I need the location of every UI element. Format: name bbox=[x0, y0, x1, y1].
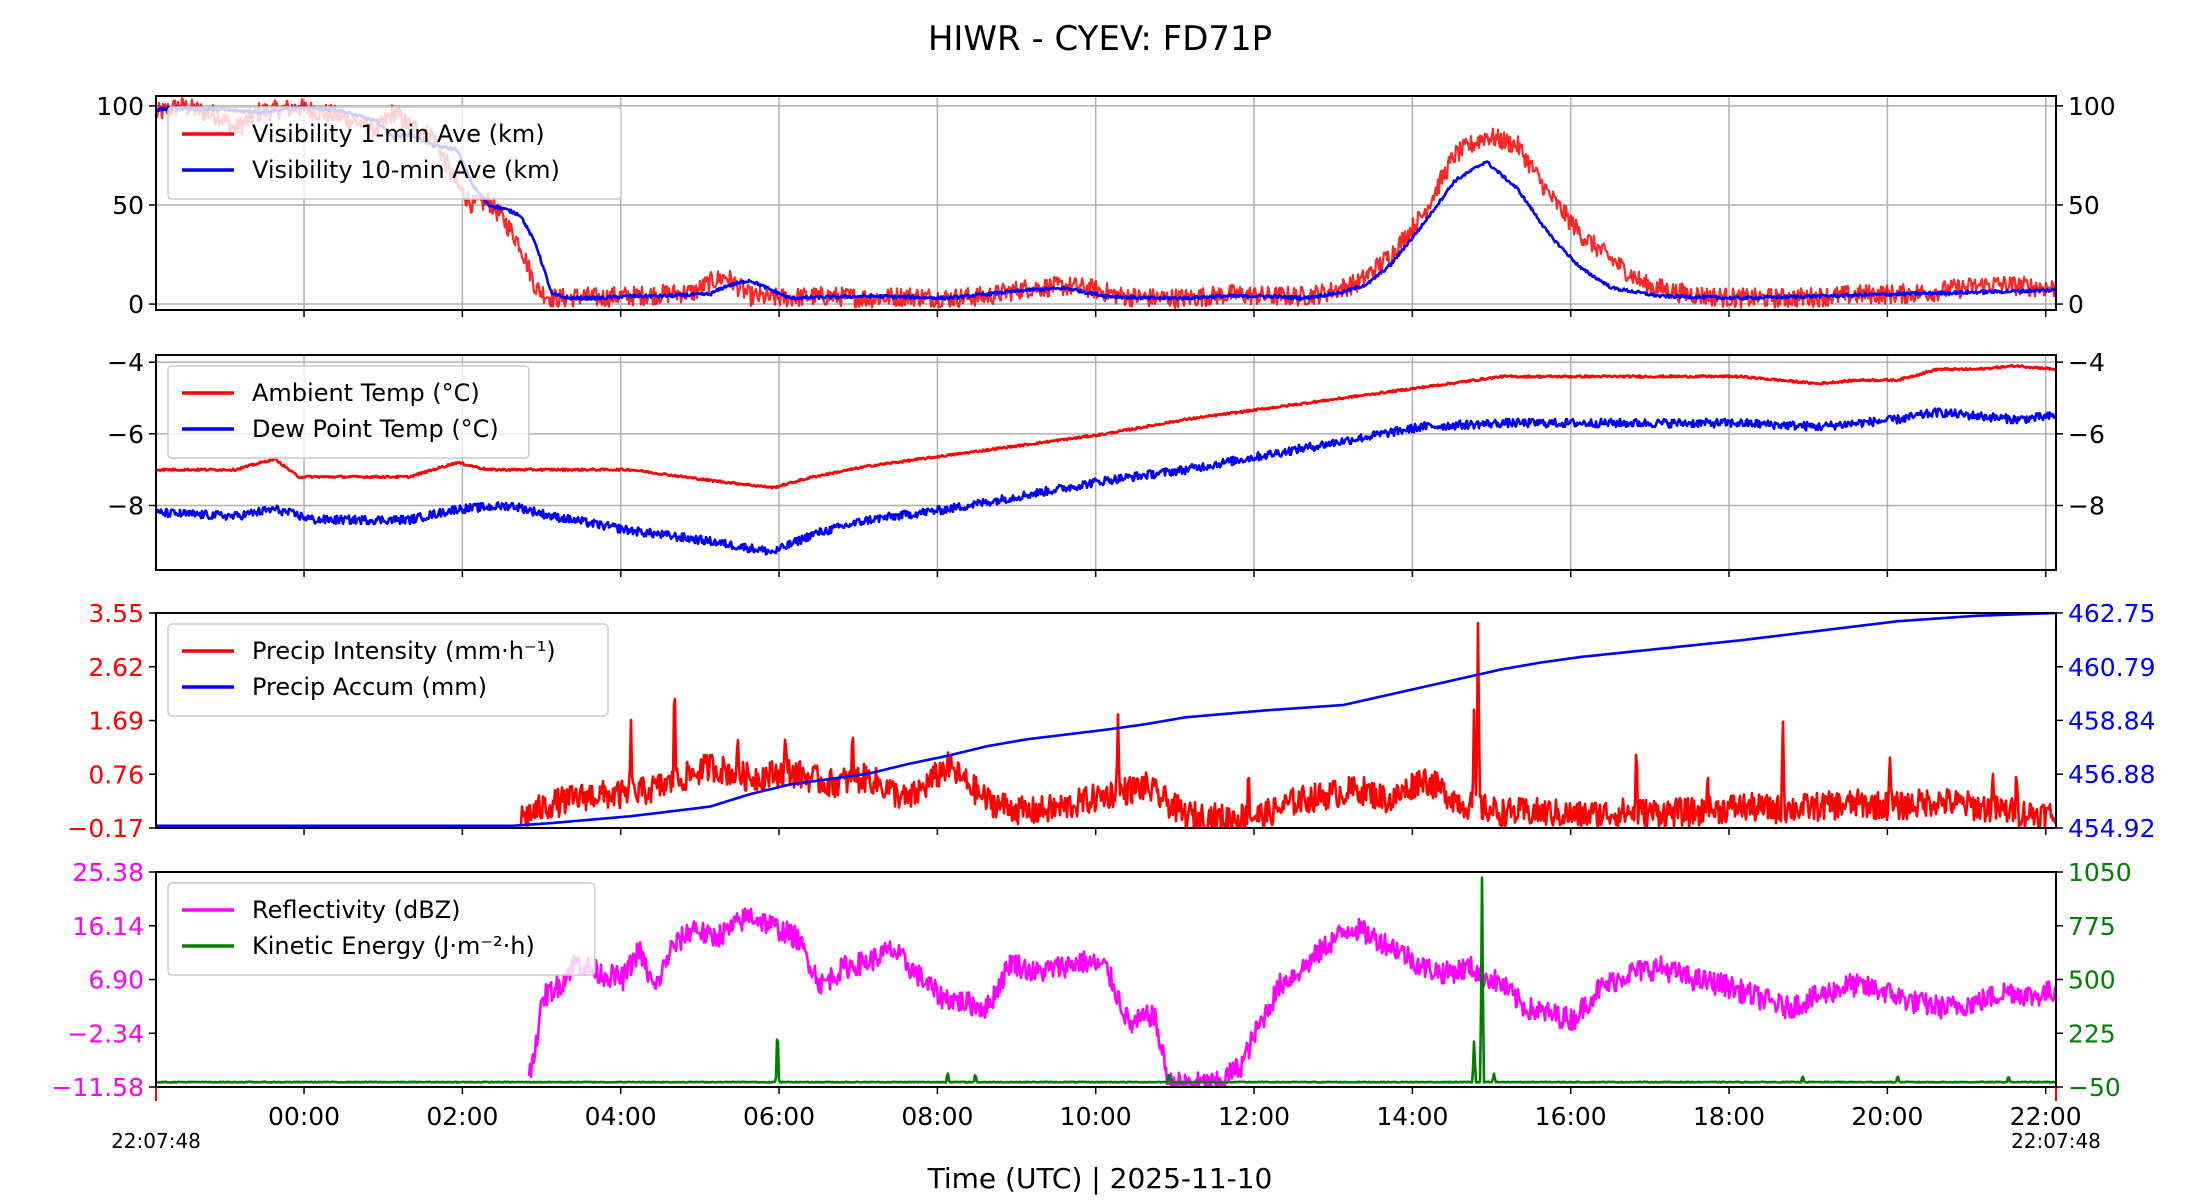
legend-box bbox=[167, 882, 596, 976]
series-line-temperature-0 bbox=[156, 363, 2056, 490]
panel-reflectivity: 00:00 02:00 04:00 06:00 08:00 10:00 12:00 14:00… bbox=[51, 858, 2131, 1131]
y-tick-label-left: 0.76 bbox=[88, 760, 144, 789]
legend-label: Kinetic Energy (J·m⁻²·h) bbox=[252, 932, 535, 960]
y-tick-label-left: 50 bbox=[112, 191, 144, 220]
x-tick-label: 22:00 bbox=[2010, 1102, 2082, 1131]
y-tick-label-left: −11.58 bbox=[51, 1073, 144, 1102]
series-line-temperature-1 bbox=[156, 407, 2056, 556]
y-tick-label-left: 100 bbox=[96, 92, 144, 121]
y-tick-label-right: 500 bbox=[2068, 966, 2116, 995]
legend-label: Reflectivity (dBZ) bbox=[252, 896, 461, 924]
series-line-precipitation-0 bbox=[519, 621, 2056, 828]
legend-box bbox=[167, 365, 530, 459]
y-tick-label-left: −4 bbox=[107, 348, 144, 377]
y-tick-label-right: 225 bbox=[2068, 1019, 2116, 1048]
y-tick-label-left: 0 bbox=[128, 290, 144, 319]
figure-title: HIWR - CYEV: FD71P bbox=[928, 19, 1272, 59]
legend-box bbox=[167, 623, 609, 717]
y-tick-label-right: 1050 bbox=[2068, 858, 2132, 887]
y-tick-label-right: −50 bbox=[2068, 1073, 2121, 1102]
x-tick-label: 04:00 bbox=[585, 1102, 657, 1131]
legend: Precip Intensity (mm·h⁻¹) Precip Accum (m… bbox=[167, 623, 609, 717]
y-tick-label-right: 775 bbox=[2068, 912, 2116, 941]
x-tick-label: 06:00 bbox=[743, 1102, 815, 1131]
series-line-reflectivity-0 bbox=[527, 907, 2056, 1087]
x-tick-label: 02:00 bbox=[426, 1102, 498, 1131]
series-group bbox=[156, 613, 2056, 828]
panel-precipitation: −0.17 0.76 1.69 2.62 3.55 454.92 456.88 458.84 4… bbox=[67, 599, 2155, 843]
y-tick-label-left: −8 bbox=[107, 492, 144, 521]
y-tick-label-right: 454.92 bbox=[2068, 814, 2155, 843]
series-line-precipitation-1 bbox=[156, 613, 2056, 828]
legend-label: Ambient Temp (°C) bbox=[252, 379, 480, 407]
x-tick-label: 18:00 bbox=[1693, 1102, 1765, 1131]
series-group bbox=[156, 876, 2056, 1087]
y-tick-label-left: −2.34 bbox=[67, 1019, 144, 1048]
y-tick-label-right: 462.75 bbox=[2068, 599, 2155, 628]
legend: Reflectivity (dBZ) Kinetic Energy (J·m⁻²·… bbox=[167, 882, 596, 976]
x-tick-label: 16:00 bbox=[1535, 1102, 1607, 1131]
legend-label: Precip Intensity (mm·h⁻¹) bbox=[252, 637, 556, 665]
x-axis-label: Time (UTC) | 2025-11-10 bbox=[927, 1162, 1273, 1195]
x-tick-label: 14:00 bbox=[1376, 1102, 1448, 1131]
x-end-label: 22:07:48 bbox=[2011, 1129, 2101, 1153]
y-tick-label-left: 1.69 bbox=[88, 707, 144, 736]
legend-box bbox=[167, 106, 622, 200]
legend: Visibility 1-min Ave (km) Visibility 10-m… bbox=[167, 106, 622, 200]
axes-frame bbox=[155, 95, 2057, 311]
y-tick-label-left: 3.55 bbox=[88, 599, 144, 628]
legend: Ambient Temp (°C) Dew Point Temp (°C) bbox=[167, 365, 530, 459]
y-tick-label-right: −4 bbox=[2068, 348, 2105, 377]
y-tick-label-left: −0.17 bbox=[67, 814, 144, 843]
y-tick-label-right: −6 bbox=[2068, 420, 2105, 449]
x-tick-label: 08:00 bbox=[901, 1102, 973, 1131]
legend-label: Visibility 10-min Ave (km) bbox=[252, 156, 560, 184]
y-tick-label-right: 456.88 bbox=[2068, 760, 2155, 789]
axes-frame bbox=[155, 354, 2057, 571]
y-tick-label-left: −6 bbox=[107, 420, 144, 449]
legend-label: Visibility 1-min Ave (km) bbox=[252, 120, 545, 148]
x-tick-label: 12:00 bbox=[1218, 1102, 1290, 1131]
y-tick-label-right: 0 bbox=[2068, 290, 2084, 319]
y-tick-label-right: 458.84 bbox=[2068, 706, 2155, 735]
x-tick-label: 20:00 bbox=[1851, 1102, 1923, 1131]
y-tick-label-right: 460.79 bbox=[2068, 653, 2155, 682]
y-tick-label-left: 16.14 bbox=[72, 912, 144, 941]
y-tick-label-right: −8 bbox=[2068, 492, 2105, 521]
y-tick-label-right: 100 bbox=[2068, 92, 2116, 121]
y-tick-label-right: 50 bbox=[2068, 191, 2100, 220]
y-tick-label-left: 6.90 bbox=[88, 966, 144, 995]
series-line-reflectivity-1 bbox=[156, 876, 2056, 1084]
legend-label: Precip Accum (mm) bbox=[252, 673, 487, 701]
series-group bbox=[156, 363, 2056, 556]
x-start-label: 22:07:48 bbox=[111, 1129, 201, 1153]
x-tick-label: 10:00 bbox=[1060, 1102, 1132, 1131]
y-tick-label-left: 25.38 bbox=[72, 858, 144, 887]
y-tick-label-left: 2.62 bbox=[88, 653, 144, 682]
x-tick-label: 00:00 bbox=[268, 1102, 340, 1131]
panel-temperature: −4 −6 −8 −4 −6 −8 Ambient Temp (°C) Dew Point T… bbox=[107, 348, 2105, 577]
legend-label: Dew Point Temp (°C) bbox=[252, 415, 499, 443]
